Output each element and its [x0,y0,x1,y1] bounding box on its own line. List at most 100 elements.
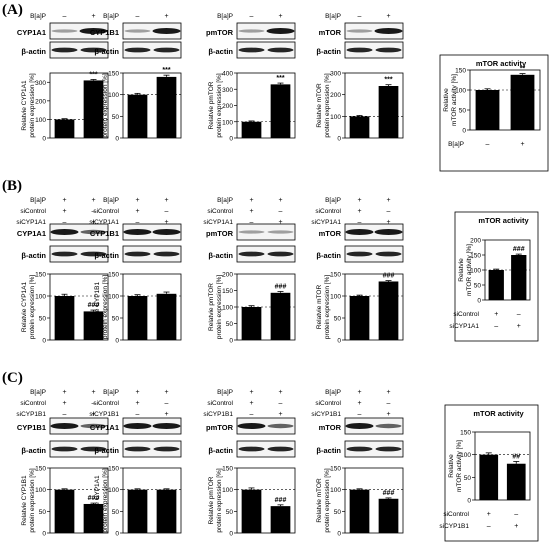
p1-ylabel1-3: Relatvie mTOR [316,285,323,330]
p2-ylabel2-0: protein expression [%] [29,468,36,533]
p0-activity-row-0: B[a]P [448,141,464,148]
p1-ytick-label-1-0: 0 [115,338,119,345]
p2-sig-0: ### [88,495,100,502]
p1-blot-box-1 [122,223,182,241]
p1-actin-box-3 [344,245,404,263]
p2-ytick-label-1-2: 100 [108,487,119,494]
p0-bar-0-0 [54,119,75,138]
p2-header-2-1: siControl [207,400,233,407]
p0-ytick-label-2-2: 200 [222,103,233,110]
p2-ylabel1-2: Relatvie pmTOR [208,476,215,524]
p0-actin-band-1-1 [153,47,180,53]
p1-sig-2: ### [275,283,287,290]
p1-actin-label-0: β-actin [21,251,46,260]
p1-actin-band-1-1 [153,251,180,257]
p1-activity-sig: ### [513,246,525,253]
panel-label-a: (A) [2,2,23,18]
p0-plot-frame-1 [122,72,182,139]
p1-bar-2-1 [270,292,291,340]
p1-ytick-label-1-3: 150 [108,272,119,279]
p0-actin-box-0 [49,41,109,59]
p0-ylabel1-1: Relatvie CYP1B1 [94,80,101,131]
p2-sign-3-0-0: + [357,389,361,396]
p0-sign-0-0-0: – [63,13,67,20]
p0-activity-ytick-label-2: 100 [455,88,466,95]
p2-actin-band-0-1 [80,446,107,452]
p1-plot-frame-3 [344,273,404,341]
p0-bar-2-1 [270,84,291,138]
p0-ylabel1-0: Relatvie CYP1A1 [21,80,28,131]
p1-actin-band-3-1 [375,251,402,257]
panel-label-c: (C) [2,370,23,386]
p0-blot-box-1 [122,22,182,40]
p1-sign-0-1-0: + [62,208,66,215]
p0-bar-3-1 [378,86,399,138]
p1-ylabel1-2: Relatvie pmTOR [208,283,215,331]
p1-bar-3-0 [349,296,370,340]
p1-band-3-0 [345,229,374,235]
p1-header-3-0: B[a]P [325,197,341,204]
p1-actin-band-2-0 [238,251,265,257]
p0-sign-1-0-0: – [136,13,140,20]
p0-band-3-1 [374,28,403,34]
p2-header-2-0: B[a]P [217,389,233,396]
p1-actin-box-1 [122,245,182,263]
p1-activity-ytick-label-2: 100 [470,268,481,275]
p1-plot-frame-1 [122,273,182,341]
p1-bar-3-1 [378,281,399,340]
p1-sign-2-2-0: – [250,219,254,226]
p2-sign-0-1-0: + [62,400,66,407]
p2-actin-label-1: β-actin [94,446,119,455]
p0-ylabel2-0: protein expression [%] [29,73,36,138]
p2-header-0-0: B[a]P [30,389,46,396]
p0-activity-ytick-label-0: 0 [462,128,466,135]
p2-sign-1-1-0: + [135,400,139,407]
p1-sign-3-2-0: – [358,219,362,226]
p1-activity-ylabel1: Relatvie [458,258,465,282]
p0-header-2-0: B[a]P [217,13,233,20]
p2-ylabel2-3: protein expression [%] [324,468,331,533]
p2-plot-frame-1 [122,467,182,534]
p1-activity-sign-1-1: + [517,323,521,330]
p1-sign-1-0-0: + [135,197,139,204]
p2-sign-3-2-1: + [386,411,390,418]
p2-sign-1-2-0: – [136,411,140,418]
p0-band-2-1 [266,28,295,34]
p2-bar-2-1 [270,506,291,533]
p0-ytick-label-3-1: 100 [330,114,341,121]
p2-sign-0-2-1: + [91,411,95,418]
p2-ytick-label-0-0: 0 [42,531,46,538]
p2-ylabel1-3: Relatvie mTOR [316,478,323,523]
p2-actin-band-2-0 [238,446,265,452]
p2-band-3-0 [345,423,374,429]
p1-sign-1-1-1: – [165,208,169,215]
p2-sign-2-0-0: + [249,389,253,396]
p1-ytick-label-3-0: 0 [337,338,341,345]
p1-protein-label-0: CYP1A1 [17,229,46,238]
p1-ytick-label-0-0: 0 [42,338,46,345]
p0-actin-box-1 [122,41,182,59]
p2-plot-frame-0 [49,467,109,534]
p0-actin-box-3 [344,41,404,59]
p1-ytick-label-2-1: 50 [226,321,234,328]
p1-ytick-label-0-2: 100 [35,294,46,301]
p1-actin-band-3-0 [346,251,373,257]
p1-header-3-1: siControl [315,208,341,215]
p2-ylabel1-1: Relatvie CYP1A1 [94,475,101,526]
p1-header-0-1: siControl [20,208,46,215]
p1-sign-3-0-1: + [386,197,390,204]
p2-band-2-0 [237,423,266,429]
p0-ylabel2-1: protein expression [%] [102,73,109,138]
p2-band-2-1 [267,423,294,429]
p2-activity-ytick-label-2: 100 [460,452,471,459]
p2-activity-title: mTOR activity [473,409,524,418]
p0-ylabel1-2: Relatvie pmTOR [208,81,215,129]
p1-blot-box-0 [49,223,109,241]
p1-ytick-label-2-3: 150 [222,288,233,295]
p1-ylabel2-0: protein expression [%] [29,275,36,340]
p2-ytick-label-1-1: 50 [112,509,120,516]
p2-sign-0-1-1: – [92,400,96,407]
p0-protein-label-3: mTOR [319,28,342,37]
p0-actin-band-2-0 [238,47,265,53]
p2-ylabel1-0: Relatvie CYP1B1 [21,475,28,526]
